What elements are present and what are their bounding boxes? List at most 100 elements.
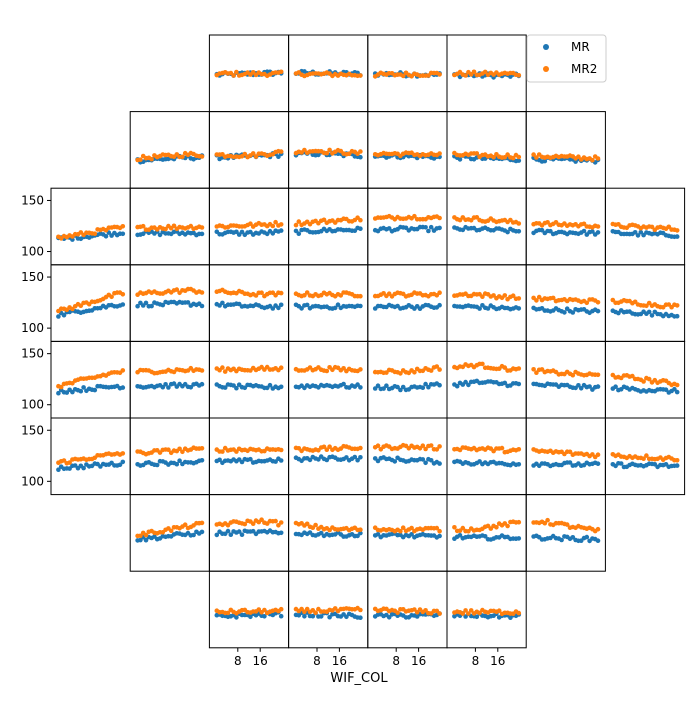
point-mr2 <box>199 290 205 295</box>
point-mr2 <box>302 293 307 298</box>
point-mr2 <box>321 217 327 223</box>
point-mr <box>674 463 680 468</box>
point-mr2 <box>516 296 522 301</box>
point-mr2 <box>531 367 536 372</box>
point-mr2 <box>505 523 510 529</box>
point-mr2 <box>78 303 84 309</box>
point-mr <box>67 466 72 471</box>
point-mr2 <box>313 610 318 615</box>
point-mr <box>318 530 324 536</box>
point-mr2 <box>341 366 346 371</box>
point-mr <box>248 614 253 620</box>
point-mr <box>409 532 414 537</box>
point-mr <box>355 457 360 463</box>
point-mr <box>516 536 522 541</box>
point-mr <box>437 302 442 308</box>
point-mr2 <box>499 445 505 451</box>
point-mr2 <box>120 451 126 456</box>
y-tick-label: 150 <box>21 347 44 361</box>
point-mr <box>92 387 98 393</box>
point-mr <box>273 459 278 464</box>
point-mr2 <box>412 607 417 612</box>
legend-label-mr2: MR2 <box>571 62 597 76</box>
x-tick-label: 8 <box>234 654 242 668</box>
point-mr <box>160 384 166 390</box>
point-mr <box>590 229 595 234</box>
point-mr2 <box>358 149 363 154</box>
point-mr2 <box>199 520 205 526</box>
point-mr <box>188 385 194 390</box>
point-mr <box>191 532 196 538</box>
point-mr <box>437 461 442 466</box>
point-mr <box>324 457 330 463</box>
point-mr <box>595 461 601 467</box>
point-mr <box>398 387 403 393</box>
point-mr2 <box>510 293 516 299</box>
focal-row-4 <box>50 340 686 419</box>
point-mr <box>293 228 299 234</box>
point-mr <box>120 231 126 237</box>
point-mr <box>143 537 149 543</box>
point-mr2 <box>482 69 488 75</box>
point-mr2 <box>398 371 403 376</box>
point-mr2 <box>61 458 67 463</box>
legend-marker-mr <box>543 44 549 50</box>
panel-frame <box>446 264 527 342</box>
point-mr2 <box>595 526 601 532</box>
point-mr2 <box>313 522 318 528</box>
panel-frame <box>604 417 686 496</box>
point-mr <box>584 534 590 540</box>
point-mr <box>149 303 154 309</box>
panels-layer <box>50 34 686 649</box>
point-mr2 <box>502 365 508 370</box>
panel-frame <box>208 417 290 496</box>
point-mr <box>672 386 677 392</box>
point-mr <box>635 233 641 238</box>
point-mr <box>395 384 400 390</box>
point-mr2 <box>550 295 556 301</box>
point-mr <box>437 533 442 539</box>
x-tick-label: 16 <box>332 654 347 668</box>
point-mr2 <box>234 69 239 75</box>
point-mr2 <box>460 611 466 616</box>
x-axis-label: WIF_COL <box>330 671 388 686</box>
point-mr <box>539 227 545 233</box>
point-mr2 <box>180 449 185 455</box>
point-mr <box>400 384 406 390</box>
point-mr <box>426 228 431 234</box>
point-mr2 <box>324 447 330 453</box>
point-mr2 <box>471 69 477 75</box>
point-mr <box>228 532 234 537</box>
point-mr <box>174 461 180 467</box>
panel-frame <box>446 417 527 496</box>
point-mr <box>81 385 86 390</box>
point-mr <box>674 389 680 395</box>
y-tick-label: 150 <box>21 270 44 284</box>
point-mr <box>222 385 228 390</box>
point-mr <box>466 382 471 388</box>
point-mr <box>516 306 522 311</box>
point-mr2 <box>220 365 225 370</box>
point-mr2 <box>199 368 205 373</box>
point-mr <box>242 385 248 391</box>
point-mr2 <box>248 221 253 226</box>
point-mr <box>375 383 381 389</box>
point-mr2 <box>468 608 474 613</box>
panel-frame <box>288 340 369 419</box>
point-mr <box>595 538 601 543</box>
point-mr2 <box>516 73 522 78</box>
point-mr <box>120 459 126 465</box>
point-mr2 <box>400 525 406 530</box>
point-mr <box>299 306 304 311</box>
point-mr <box>78 388 84 394</box>
point-mr <box>375 458 381 464</box>
point-mr2 <box>674 458 680 463</box>
point-mr2 <box>304 290 310 295</box>
point-mr <box>548 228 553 234</box>
legend: MR MR2 <box>526 34 607 83</box>
point-mr2 <box>358 217 363 223</box>
panel-frame <box>50 417 131 496</box>
point-mr2 <box>302 147 307 153</box>
